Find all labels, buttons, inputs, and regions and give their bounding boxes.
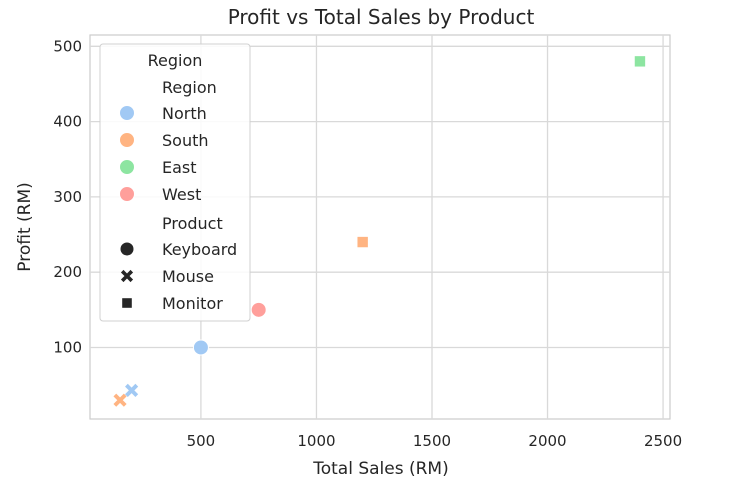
legend-label-west: West — [162, 185, 201, 204]
data-point — [113, 393, 127, 407]
y-tick-label: 200 — [53, 263, 82, 281]
legend: Region Region Product North South East West… — [99, 43, 251, 322]
data-point — [634, 56, 646, 67]
x-tick-label: 2500 — [644, 432, 682, 450]
legend-marker-north — [119, 105, 135, 121]
data-points — [113, 56, 646, 407]
legend-box — [99, 43, 251, 322]
legend-label-keyboard: Keyboard — [162, 240, 237, 259]
y-tick-labels: 100 200 300 400 500 — [53, 37, 82, 356]
legend-marker-east — [119, 159, 135, 175]
y-tick-label: 300 — [53, 188, 82, 206]
legend-style-header: Product — [162, 214, 223, 233]
y-tick-label: 500 — [53, 37, 82, 55]
legend-label-north: North — [162, 104, 207, 123]
legend-title: Region — [148, 51, 203, 70]
legend-marker-south — [119, 132, 135, 148]
legend-marker-mouse — [120, 269, 134, 283]
x-tick-label: 2000 — [528, 432, 566, 450]
legend-label-monitor: Monitor — [162, 294, 223, 313]
legend-label-east: East — [162, 158, 197, 177]
x-tick-labels: 500 1000 1500 2000 2500 — [187, 432, 683, 450]
data-point — [125, 383, 139, 397]
x-tick-label: 500 — [187, 432, 216, 450]
legend-hue-header: Region — [162, 78, 217, 97]
legend-label-south: South — [162, 131, 209, 150]
data-point — [250, 301, 267, 318]
data-point — [192, 339, 209, 356]
y-axis-label: Profit (RM) — [15, 182, 35, 272]
legend-marker-west — [119, 186, 135, 202]
data-point — [357, 236, 368, 248]
legend-marker-monitor — [122, 298, 132, 308]
chart-title: Profit vs Total Sales by Product — [228, 5, 535, 29]
y-tick-label: 400 — [53, 113, 82, 131]
legend-marker-keyboard — [119, 241, 135, 257]
x-tick-label: 1500 — [413, 432, 451, 450]
x-axis-label: Total Sales (RM) — [312, 459, 449, 479]
legend-label-mouse: Mouse — [162, 267, 214, 286]
y-tick-label: 100 — [53, 338, 82, 356]
x-tick-label: 1000 — [297, 432, 335, 450]
